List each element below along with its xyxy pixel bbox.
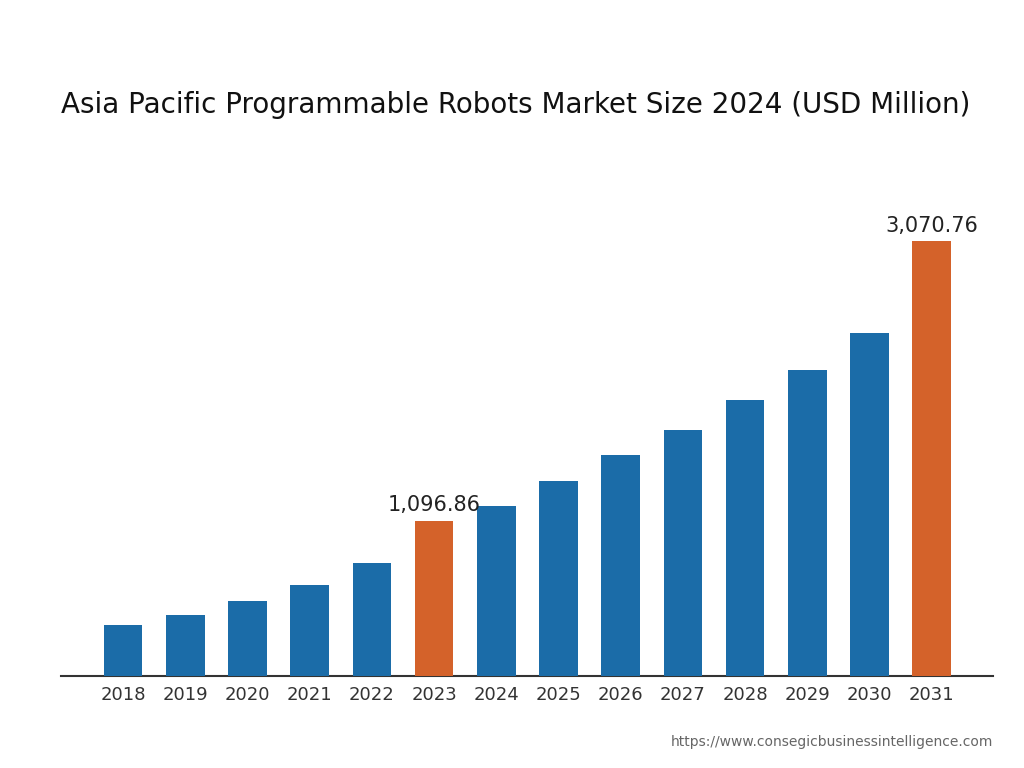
Bar: [228, 601, 267, 676]
Text: 3,070.76: 3,070.76: [885, 216, 978, 236]
Bar: [415, 521, 454, 676]
Bar: [912, 241, 951, 676]
Bar: [291, 585, 329, 676]
Bar: [726, 400, 764, 676]
Bar: [787, 370, 826, 676]
Bar: [352, 563, 391, 676]
Bar: [103, 625, 142, 676]
Text: 1,096.86: 1,096.86: [387, 495, 480, 515]
Bar: [166, 615, 205, 676]
Text: Asia Pacific Programmable Robots Market Size 2024 (USD Million): Asia Pacific Programmable Robots Market …: [61, 91, 971, 119]
Bar: [601, 455, 640, 676]
Bar: [664, 429, 702, 676]
Text: https://www.consegicbusinessintelligence.com: https://www.consegicbusinessintelligence…: [671, 735, 993, 749]
Bar: [850, 333, 889, 676]
Bar: [477, 506, 515, 676]
Bar: [540, 481, 578, 676]
